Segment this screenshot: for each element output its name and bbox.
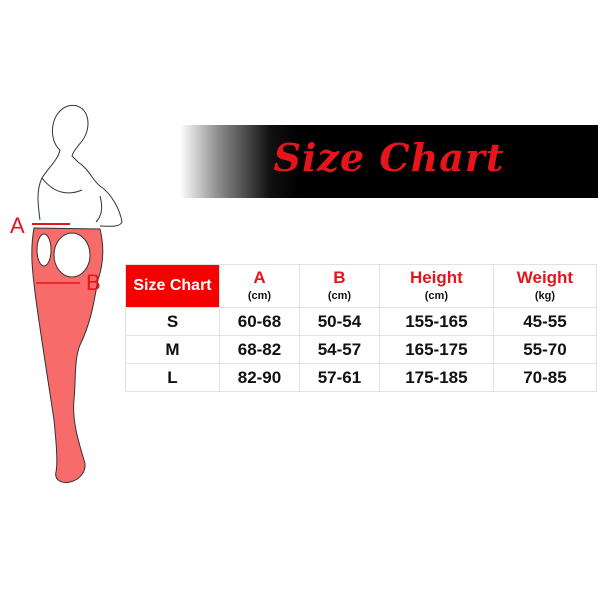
column-header: Weight (kg) bbox=[492, 264, 598, 308]
tights-shape bbox=[31, 227, 104, 483]
table-cell: 45-55 bbox=[492, 307, 598, 336]
table-cell: 165-175 bbox=[378, 335, 494, 364]
table-cell: S bbox=[125, 307, 220, 336]
label-a: A bbox=[10, 213, 25, 238]
table-row: L 82-90 57-61 175-185 70-85 bbox=[125, 363, 598, 392]
table-cell: 70-85 bbox=[492, 363, 598, 392]
table-cell: 60-68 bbox=[219, 307, 300, 336]
table-row: M 68-82 54-57 165-175 55-70 bbox=[125, 335, 598, 364]
table-cell: 82-90 bbox=[219, 363, 300, 392]
table-cell: 57-61 bbox=[298, 363, 380, 392]
table-cell: 155-165 bbox=[378, 307, 494, 336]
table-cell: 175-185 bbox=[378, 363, 494, 392]
body-figure-illustration bbox=[31, 104, 123, 483]
table-cell: 54-57 bbox=[298, 335, 380, 364]
label-b: B bbox=[86, 270, 101, 295]
cutout-back bbox=[53, 232, 91, 278]
head-outline bbox=[52, 104, 89, 163]
column-header: B (cm) bbox=[298, 264, 380, 308]
size-table: Size Chart A (cm) B (cm) Height (cm) Weight… bbox=[125, 264, 598, 392]
title-banner: Size Chart bbox=[180, 125, 598, 198]
column-header: A (cm) bbox=[219, 264, 300, 308]
table-cell: 50-54 bbox=[298, 307, 380, 336]
column-header: Height (cm) bbox=[378, 264, 494, 308]
table-cell: 68-82 bbox=[219, 335, 300, 364]
table-cell: 55-70 bbox=[492, 335, 598, 364]
table-row: S 60-68 50-54 155-165 45-55 bbox=[125, 307, 598, 336]
cutout-front bbox=[36, 233, 52, 267]
banner-title: Size Chart bbox=[273, 135, 505, 180]
table-cell: L bbox=[125, 363, 220, 392]
table-corner-label: Size Chart bbox=[125, 264, 220, 308]
table-cell: M bbox=[125, 335, 220, 364]
table-header-row: Size Chart A (cm) B (cm) Height (cm) Weight… bbox=[125, 264, 598, 308]
torso-outline bbox=[37, 149, 123, 227]
